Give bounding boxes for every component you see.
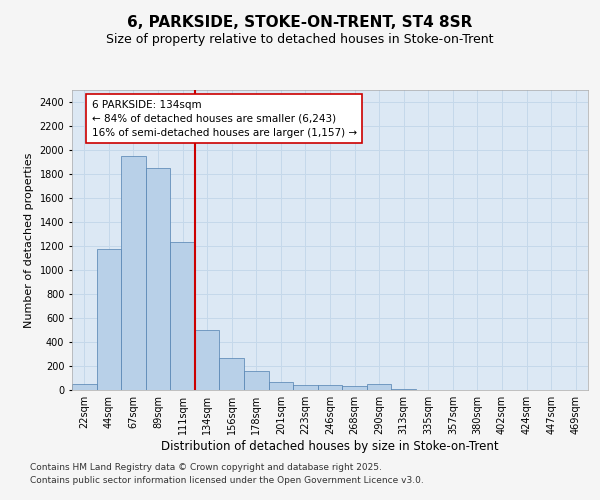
Bar <box>244 372 269 390</box>
Bar <box>342 386 367 390</box>
Bar <box>293 384 318 390</box>
Bar <box>72 384 97 390</box>
Bar <box>367 384 391 390</box>
Bar <box>97 249 121 390</box>
Y-axis label: Number of detached properties: Number of detached properties <box>24 152 34 328</box>
Text: Contains HM Land Registry data © Crown copyright and database right 2025.: Contains HM Land Registry data © Crown c… <box>30 464 382 472</box>
Bar <box>391 389 416 390</box>
Bar <box>269 382 293 390</box>
Bar <box>318 384 342 390</box>
Bar <box>170 242 195 390</box>
X-axis label: Distribution of detached houses by size in Stoke-on-Trent: Distribution of detached houses by size … <box>161 440 499 453</box>
Bar <box>146 168 170 390</box>
Text: 6, PARKSIDE, STOKE-ON-TRENT, ST4 8SR: 6, PARKSIDE, STOKE-ON-TRENT, ST4 8SR <box>127 15 473 30</box>
Bar <box>121 156 146 390</box>
Bar <box>220 358 244 390</box>
Text: Size of property relative to detached houses in Stoke-on-Trent: Size of property relative to detached ho… <box>106 32 494 46</box>
Text: 6 PARKSIDE: 134sqm
← 84% of detached houses are smaller (6,243)
16% of semi-deta: 6 PARKSIDE: 134sqm ← 84% of detached hou… <box>92 100 357 138</box>
Text: Contains public sector information licensed under the Open Government Licence v3: Contains public sector information licen… <box>30 476 424 485</box>
Bar <box>195 330 220 390</box>
